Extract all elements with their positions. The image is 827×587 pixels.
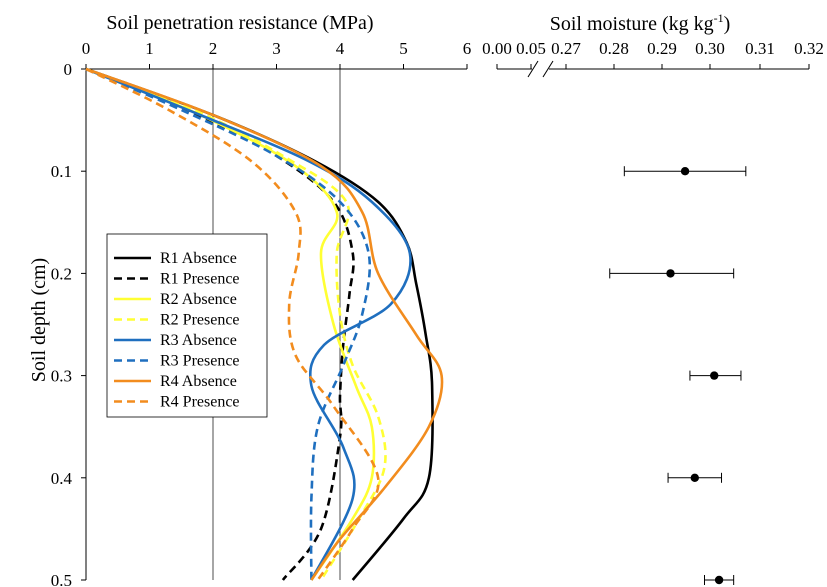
left-y-axis-label: Soil depth (cm)	[28, 258, 50, 382]
right-x-tick-label: 0.27	[551, 39, 581, 58]
left-x-tick-label: 6	[463, 39, 472, 58]
right-x-tick-label: 0.32	[794, 39, 824, 58]
left-x-tick-label: 4	[336, 39, 345, 58]
axis-break-mark	[527, 60, 539, 78]
series-line-r2-absence	[85, 67, 376, 581]
legend: R1 Absence R1 Presence R2 Absence R2 Presen…	[106, 233, 268, 418]
series-line-r4-absence	[85, 67, 444, 581]
right-x-tick-label: 0.00	[482, 39, 512, 58]
right-x-tick-label: 0.31	[745, 39, 775, 58]
data-point	[666, 269, 675, 278]
left-series-group	[85, 67, 444, 581]
legend-label: R4 Presence	[160, 394, 240, 411]
right-x-tick-label: 0.28	[599, 39, 629, 58]
left-x-tick-label: 1	[145, 39, 154, 58]
right-x-axis: 0.00 0.05 0.27 0.28 0.29 0.30 0.31 0.32	[482, 39, 824, 78]
right-x-tick-label: 0.29	[647, 39, 677, 58]
legend-label: R3 Presence	[160, 353, 240, 370]
left-y-tick-label: 0.5	[51, 571, 72, 587]
legend-label: R2 Presence	[160, 312, 240, 329]
left-x-tick-label: 0	[82, 39, 91, 58]
legend-box	[106, 233, 268, 418]
left-x-tick-label: 2	[209, 39, 218, 58]
left-y-tick-label: 0.2	[51, 264, 72, 283]
legend-label: R1 Presence	[160, 271, 240, 288]
series-line-r3-presence	[85, 67, 372, 581]
left-y-tick-label: 0	[64, 60, 73, 79]
legend-label: R1 Absence	[160, 250, 237, 267]
left-y-tick-label: 0.4	[51, 469, 73, 488]
axis-break-mark	[542, 60, 554, 78]
right-x-tick-label: 0.30	[695, 39, 725, 58]
legend-label: R4 Absence	[160, 373, 237, 390]
legend-label: R3 Absence	[160, 332, 237, 349]
left-x-ticks: 0 1 2 3 4 5 6	[82, 39, 472, 69]
series-line-r2-presence	[85, 67, 387, 581]
left-y-tick-label: 0.1	[51, 162, 72, 181]
legend-label: R2 Absence	[160, 291, 237, 308]
left-title: Soil penetration resistance (MPa)	[106, 12, 373, 34]
data-point	[690, 473, 699, 482]
data-point	[710, 371, 719, 380]
left-y-ticks: 0 0.1 0.2 0.3 0.4 0.5	[51, 60, 86, 587]
left-x-tick-label: 5	[399, 39, 408, 58]
right-series-group	[609, 166, 747, 585]
data-point	[680, 167, 690, 176]
left-y-tick-label: 0.3	[51, 367, 72, 386]
left-x-tick-label: 3	[272, 39, 281, 58]
data-point	[714, 575, 724, 585]
right-title: Soil moisture (kg kg-1)	[550, 11, 731, 35]
series-line-r3-absence	[85, 67, 412, 581]
right-x-tick-label: 0.05	[516, 39, 546, 58]
series-line-r4-presence	[85, 67, 380, 581]
